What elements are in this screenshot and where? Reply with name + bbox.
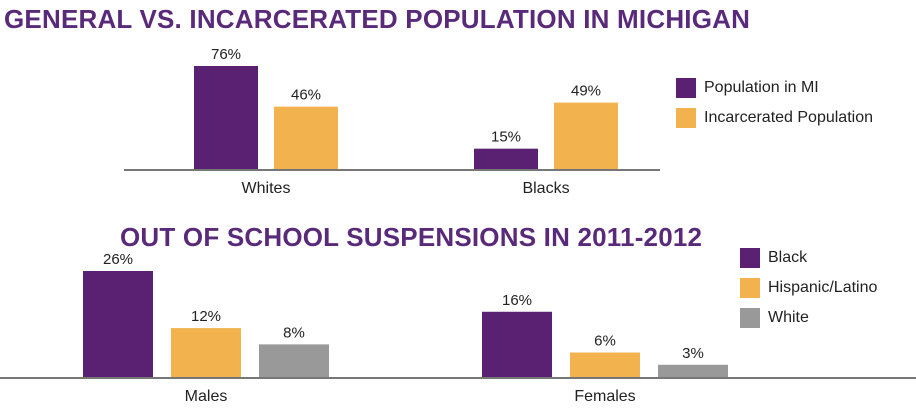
bar-females-0	[482, 311, 552, 377]
legend-swatch	[676, 108, 696, 128]
data-label: 26%	[103, 251, 133, 268]
legend-swatch	[676, 78, 696, 98]
bar-whites-0	[194, 66, 258, 169]
bar-females-1	[570, 352, 640, 377]
category-label: Males	[185, 388, 228, 405]
data-label: 3%	[682, 345, 704, 362]
data-label: 76%	[211, 46, 241, 63]
bar-males-0	[83, 271, 153, 377]
category-label: Females	[574, 388, 635, 405]
data-label: 49%	[571, 83, 601, 100]
legend-item-black: Black	[740, 248, 807, 268]
legend-label: White	[768, 309, 809, 326]
data-label: 15%	[491, 129, 521, 146]
legend-label: Incarcerated Population	[704, 109, 873, 126]
bar-whites-1	[274, 106, 338, 169]
bar-males-1	[171, 328, 241, 377]
legend-item-hispanic-latino: Hispanic/Latino	[740, 278, 877, 298]
data-label: 46%	[291, 87, 321, 104]
data-label: 16%	[502, 292, 532, 309]
chart-2-title: OUT OF SCHOOL SUSPENSIONS IN 2011-2012	[120, 222, 703, 252]
legend-item-incarcerated-population: Incarcerated Population	[676, 108, 873, 128]
data-label: 12%	[191, 308, 221, 325]
bar-females-2	[658, 364, 728, 377]
category-label: Blacks	[522, 180, 569, 197]
bar-blacks-1	[554, 102, 618, 169]
bar-blacks-0	[474, 148, 538, 169]
legend-item-population-in-mi: Population in MI	[676, 78, 819, 98]
legend-label: Hispanic/Latino	[768, 279, 878, 296]
legend-swatch	[740, 308, 760, 328]
chart-1-title: GENERAL VS. INCARCERATED POPULATION IN M…	[4, 4, 751, 34]
legend-label: Population in MI	[704, 79, 819, 96]
legend-swatch	[740, 278, 760, 298]
data-label: 6%	[594, 333, 616, 350]
legend-label: Black	[768, 249, 808, 266]
category-label: Whites	[242, 180, 291, 197]
data-label: 8%	[283, 324, 305, 341]
legend-swatch	[740, 248, 760, 268]
bar-males-2	[259, 344, 329, 377]
legend-item-white: White	[740, 308, 809, 328]
